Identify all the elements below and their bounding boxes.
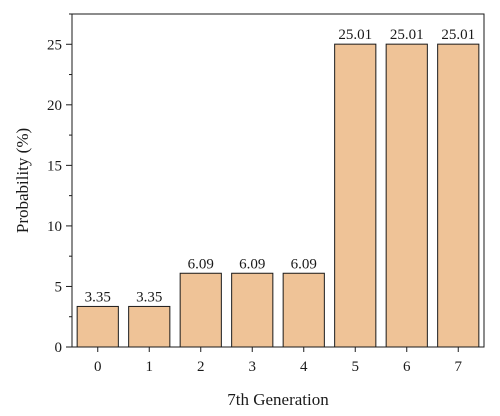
bar-1: [128, 305, 171, 348]
y-tick-label-5: 5: [55, 279, 63, 295]
data-label-1: 3.35: [136, 289, 162, 305]
bar-6: [385, 43, 428, 348]
data-label-3: 6.09: [239, 256, 265, 272]
x-tick-label-5: 5: [352, 359, 360, 375]
bar-4: [282, 272, 325, 348]
data-label-5: 25.01: [338, 27, 372, 43]
bars-layer: [76, 43, 480, 348]
x-tick-label-6: 6: [403, 359, 411, 375]
y-axis-title: Probability (%): [13, 128, 32, 233]
data-label-6: 25.01: [390, 27, 424, 43]
x-tick-label-2: 2: [197, 359, 205, 375]
data-label-2: 6.09: [188, 256, 214, 272]
data-label-0: 3.35: [85, 289, 111, 305]
bar-2: [179, 272, 222, 348]
axes-layer: 0 1 2 3 4 5 6 7 0 5 10 15 20 25: [47, 13, 485, 375]
x-tick-label-3: 3: [249, 359, 257, 375]
x-axis-title: 7th Generation: [227, 390, 329, 409]
bar-0: [76, 305, 119, 348]
x-tick-label-4: 4: [300, 359, 308, 375]
data-labels-layer: 3.35 3.35 6.09 6.09 6.09 25.01 25.01 25.01: [85, 27, 476, 305]
bar-3: [231, 272, 274, 348]
x-tick-label-7: 7: [455, 359, 463, 375]
bar-7: [437, 43, 480, 348]
y-tick-label-20: 20: [47, 98, 62, 114]
y-tick-label-15: 15: [47, 158, 62, 174]
x-tick-label-1: 1: [146, 359, 154, 375]
y-tick-label-0: 0: [55, 340, 63, 356]
x-tick-label-0: 0: [94, 359, 102, 375]
plot-frame: [71, 13, 485, 348]
bar-5: [334, 43, 377, 348]
y-tick-label-10: 10: [47, 219, 62, 235]
data-label-7: 25.01: [441, 27, 475, 43]
data-label-4: 6.09: [291, 256, 317, 272]
y-tick-label-25: 25: [47, 37, 62, 53]
